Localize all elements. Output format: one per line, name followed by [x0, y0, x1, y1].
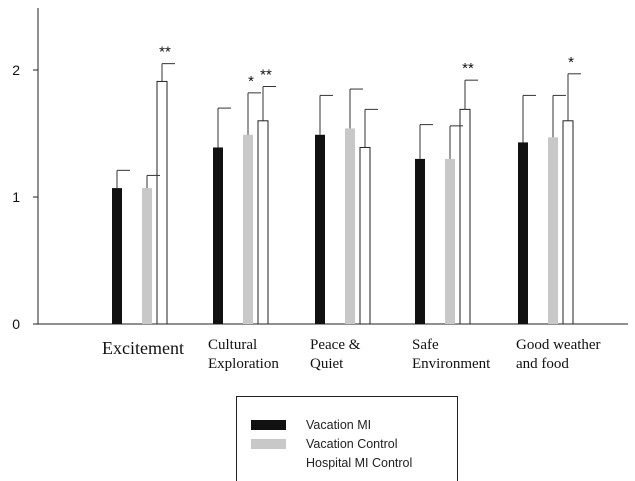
significance-marker: *	[248, 73, 254, 90]
legend-swatch	[251, 439, 286, 449]
legend-item-vacation-control: Vacation Control	[251, 436, 398, 452]
x-category-label: Peace &	[310, 337, 361, 353]
y-tick-label: 1	[12, 189, 20, 205]
x-category-label: Exploration	[208, 356, 279, 372]
legend-item-hospital-mi-control: Hospital MI Control	[251, 455, 412, 471]
significance-marker: **	[159, 44, 171, 61]
legend: Vacation MI Vacation Control Hospital MI…	[236, 396, 458, 481]
bar	[156, 80, 168, 325]
bar	[359, 146, 371, 325]
x-category-label: Safe	[412, 337, 439, 353]
axes	[37, 8, 628, 325]
x-category-labels: Excitement Cultural Exploration Peace & Quie…	[102, 337, 601, 372]
bar	[445, 158, 455, 324]
x-category-label: Good weather	[516, 337, 601, 353]
bar	[315, 134, 325, 324]
bar	[415, 158, 425, 324]
significance-markers: *** ** ** *	[159, 44, 574, 90]
bar	[562, 120, 574, 325]
legend-label: Vacation MI	[306, 418, 372, 432]
bar	[213, 147, 223, 324]
y-ticks: 0 1 2	[12, 62, 38, 332]
significance-marker: **	[260, 67, 272, 84]
bar	[112, 188, 122, 324]
x-category-label: Quiet	[310, 356, 344, 372]
legend-label: Hospital MI Control	[306, 456, 413, 470]
legend-swatch	[251, 458, 286, 468]
legend-label: Vacation Control	[306, 437, 398, 451]
bar	[548, 137, 558, 324]
y-tick-label: 2	[12, 62, 20, 78]
bar	[243, 134, 253, 324]
x-category-label: Environment	[412, 356, 491, 372]
y-tick-label: 0	[12, 316, 20, 332]
bars	[112, 80, 574, 325]
bar	[518, 142, 528, 324]
significance-marker: **	[462, 60, 474, 77]
significance-marker: *	[568, 54, 574, 71]
x-category-label: and food	[516, 356, 569, 372]
bar	[345, 128, 355, 324]
x-category-label: Excitement	[102, 338, 184, 358]
bar	[257, 120, 269, 325]
error-bars	[116, 63, 581, 189]
bar	[459, 108, 471, 325]
x-category-label: Cultural	[208, 337, 257, 353]
bar	[142, 188, 152, 324]
legend-swatch	[251, 420, 286, 430]
legend-item-vacation-mi: Vacation MI	[251, 417, 371, 433]
